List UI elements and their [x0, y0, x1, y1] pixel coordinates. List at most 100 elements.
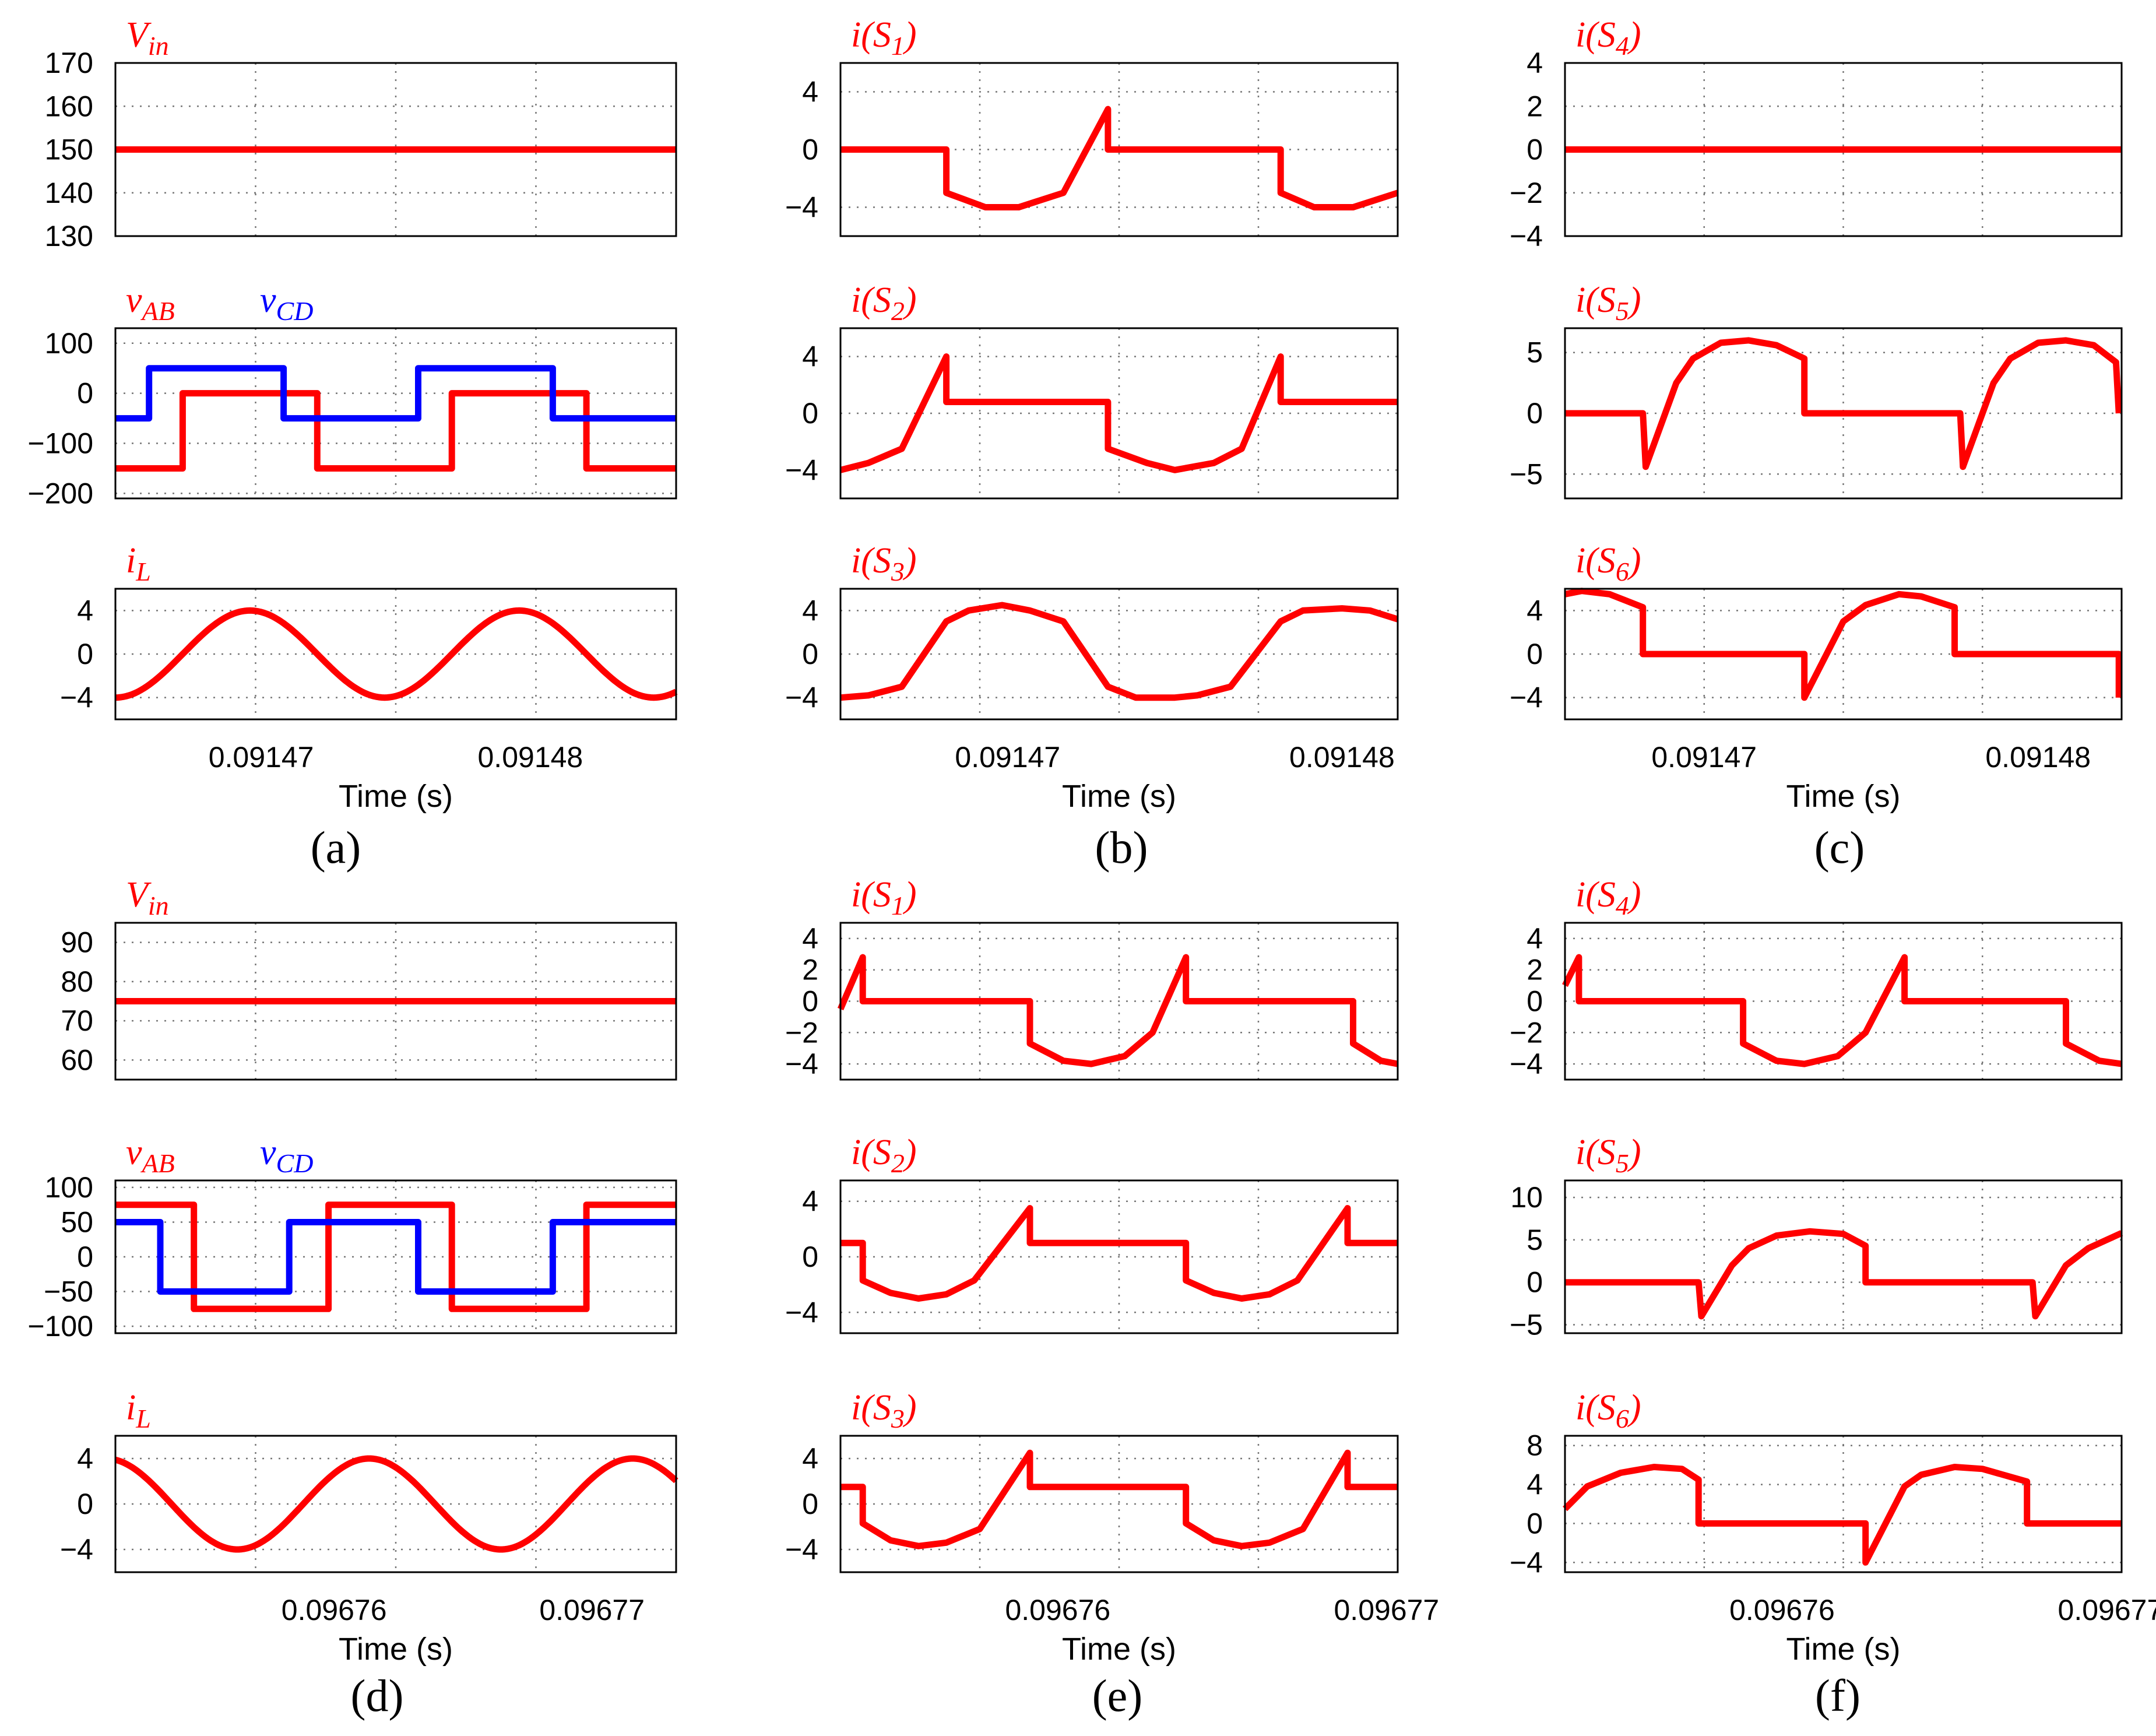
subfigure-label: (d) — [351, 1670, 404, 1721]
signal-label-main: i(S — [851, 1133, 891, 1172]
signal-label: i(S4) — [1575, 15, 1641, 61]
y-tick-label: 2 — [1527, 954, 1543, 986]
signal-label-close: ) — [1627, 1388, 1641, 1428]
y-tick-label: 2 — [802, 954, 818, 986]
grid-e3 — [840, 1436, 1398, 1572]
y-tick-label: 140 — [45, 177, 93, 209]
signal-label-close: ) — [1627, 875, 1641, 915]
signal-label-main: v — [126, 280, 142, 320]
y-tick-label: 4 — [802, 76, 818, 108]
plot-frame — [1564, 1179, 2123, 1334]
y-tick-label: 100 — [45, 327, 93, 360]
panel-b1: 4 0 −4 i(S1) — [785, 15, 1399, 237]
signal-label-sub: 3 — [891, 1404, 905, 1433]
y-tick-label: 0 — [1527, 1266, 1543, 1299]
x-tick-label: 0.09147 — [209, 741, 314, 774]
y-tick-label: 0 — [77, 377, 93, 410]
y-tick-label: −4 — [785, 191, 818, 224]
signal-label-close: ) — [903, 1133, 917, 1172]
signal-label-main: v — [126, 1133, 142, 1172]
y-tick-label: 150 — [45, 133, 93, 166]
x-tick-label: 0.09677 — [1334, 1594, 1440, 1626]
signal-label-main: i(S — [1575, 541, 1616, 581]
signal-label-main: i(S — [1575, 1388, 1616, 1428]
signal-label-close: ) — [903, 875, 917, 915]
signal-label: i(S5) — [1575, 1133, 1641, 1178]
y-tick-label: −4 — [1510, 1546, 1543, 1579]
signal-label-main: v — [260, 1133, 276, 1172]
y-tick-label: 160 — [45, 90, 93, 122]
x-tick-label: 0.09677 — [2058, 1594, 2156, 1626]
plot-frame — [1564, 1435, 2123, 1573]
y-tick-label: −2 — [785, 1016, 818, 1049]
signal-label: i(S2) — [851, 280, 917, 326]
signal-label-main: i(S — [1575, 1133, 1616, 1172]
y-tick-label: 4 — [802, 922, 818, 955]
signal-label-main: i(S — [851, 1388, 891, 1428]
plot-frame — [114, 327, 677, 500]
y-tick-label: 0 — [77, 1488, 93, 1520]
series-line — [1562, 954, 2122, 1067]
signal-label: vAB — [126, 280, 175, 326]
y-tick-label: −4 — [785, 1048, 818, 1080]
y-tick-label: 0 — [1527, 638, 1543, 670]
signal-label-close: ) — [903, 541, 917, 581]
signal-label-main: i(S — [851, 541, 891, 581]
signal-label: i(S1) — [851, 875, 917, 920]
x-tick-label: 0.09147 — [1651, 741, 1757, 774]
signal-label-sub: CD — [276, 1148, 314, 1178]
signal-label-sub: 5 — [1616, 296, 1629, 326]
subfigure-label: (b) — [1095, 822, 1148, 873]
panel-a3: 4 0 −4 0.09147 0.09148 Time (s) iL — [60, 541, 678, 814]
x-tick-label: 0.09147 — [955, 741, 1060, 774]
signal-label: iL — [126, 1388, 151, 1433]
y-tick-label: 60 — [61, 1043, 93, 1076]
signal-label: vAB — [126, 1133, 175, 1178]
signal-label-close: ) — [1627, 1133, 1641, 1172]
signal-label: i(S6) — [1575, 1388, 1641, 1433]
y-tick-label: 4 — [77, 1442, 93, 1475]
subfigure-label: (c) — [1814, 822, 1865, 873]
x-tick-label: 0.09676 — [1005, 1594, 1110, 1626]
subfigure-label: (a) — [311, 822, 361, 873]
plot-frame — [114, 1435, 677, 1573]
signal-label-main: i(S — [1575, 280, 1616, 320]
signal-label: Vin — [126, 15, 169, 61]
y-tick-label: −100 — [27, 427, 93, 460]
series-line — [837, 954, 1399, 1067]
y-tick-label: 4 — [802, 1185, 818, 1218]
grid-f1 — [1565, 923, 2122, 1080]
y-tick-label: 0 — [1527, 1507, 1543, 1540]
signal-label-sub: 6 — [1616, 1404, 1629, 1433]
x-tick-label: 0.09676 — [282, 1594, 387, 1626]
y-tick-label: −4 — [785, 454, 818, 486]
signal-label-close: ) — [1627, 541, 1641, 581]
panel-f3: 8 4 0 −4 0.09676 0.09677 Time (s) i(S6) — [1510, 1388, 2156, 1667]
x-tick-label: 0.09148 — [478, 741, 583, 774]
y-tick-label: −4 — [785, 681, 818, 714]
grid-b2 — [840, 328, 1398, 498]
y-tick-label: 50 — [61, 1206, 93, 1238]
y-tick-label: 0 — [802, 985, 818, 1018]
y-tick-label: −2 — [1510, 1016, 1543, 1049]
y-tick-label: 4 — [77, 594, 93, 627]
panel-c2: 50−5i(S5) — [1510, 280, 2123, 500]
y-tick-label: 4 — [802, 1442, 818, 1475]
y-tick-label: 4 — [802, 594, 818, 627]
signal-label-sub: 2 — [891, 1148, 905, 1178]
grid-d3 — [115, 1436, 676, 1572]
y-tick-label: 10 — [1510, 1181, 1543, 1214]
plot-frame — [1564, 588, 2123, 721]
subfigure-label: (e) — [1092, 1670, 1143, 1721]
y-tick-label: 4 — [1527, 594, 1543, 627]
panel-d3: 4 0 −4 0.09676 0.09677 Time (s) iL — [60, 1388, 678, 1667]
y-tick-label: −4 — [1510, 1048, 1543, 1080]
x-axis-label: Time (s) — [339, 1632, 453, 1667]
series-line — [115, 365, 676, 422]
signal-label-sub: CD — [276, 296, 314, 326]
signal-label-sub: 4 — [1616, 891, 1629, 920]
panel-b3: 4 0 −4 0.09147 0.09148 Time (s) i(S3) — [785, 541, 1399, 814]
